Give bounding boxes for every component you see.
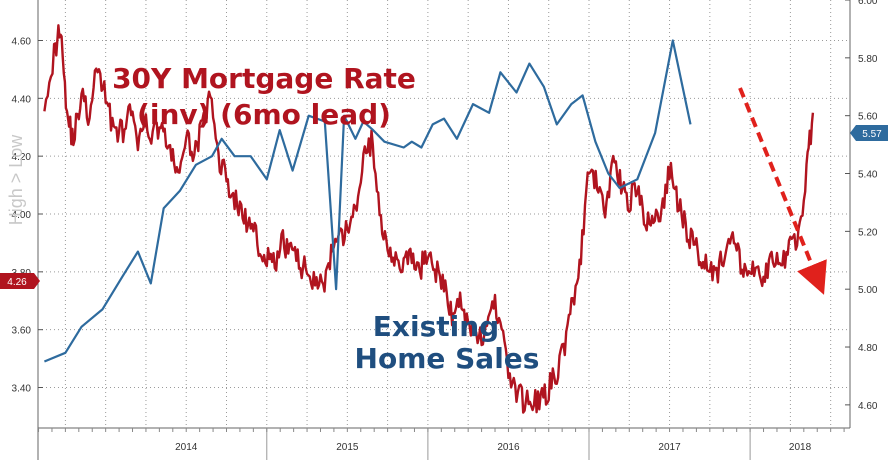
svg-text:5.57: 5.57 <box>862 129 882 140</box>
right-tick-label: 6.00 <box>858 0 878 7</box>
left-tick-label: 4.20 <box>12 152 32 163</box>
x-tick-label-2015: 2015 <box>336 442 359 453</box>
rate-annotation-line2: (inv) (6mo lead) <box>137 98 391 131</box>
left-current-value-tag: 4.26 <box>0 273 40 289</box>
left-axis-title: High > Low <box>6 134 26 226</box>
x-tick-label-2016: 2016 <box>497 442 520 453</box>
x-tick-label-2014: 2014 <box>175 442 198 453</box>
x-tick-label-2017: 2017 <box>658 442 681 453</box>
left-tick-label: 3.60 <box>12 326 32 337</box>
series-layer <box>43 24 815 414</box>
series-line-existing-home-sales <box>43 39 692 363</box>
sales-annotation-line1: Existing <box>373 310 499 343</box>
right-tick-label: 5.40 <box>858 170 878 181</box>
right-tick-label: 5.80 <box>858 54 878 65</box>
series-line-mortgage-rate <box>43 24 815 414</box>
right-current-value-tag: 5.57 <box>850 125 888 141</box>
right-tick-label: 5.20 <box>858 227 878 238</box>
right-axis-ticks: 4.60 4.80 5.00 5.20 5.40 5.60 5.80 6.00 <box>845 0 878 412</box>
gridlines <box>38 0 850 428</box>
left-tick-label: 4.40 <box>12 94 32 105</box>
right-tick-label: 5.00 <box>858 285 878 296</box>
right-tick-label: 4.60 <box>858 401 878 412</box>
sales-annotation-line2: Home Sales <box>355 342 540 375</box>
right-tick-label: 5.60 <box>858 112 878 123</box>
left-tick-label: 3.40 <box>12 384 32 395</box>
rate-annotation-line1: 30Y Mortgage Rate <box>112 62 416 95</box>
left-tick-label: 4.00 <box>12 210 32 221</box>
plot-frame <box>37 0 851 460</box>
svg-text:4.26: 4.26 <box>7 277 27 288</box>
right-tick-label: 4.80 <box>858 343 878 354</box>
x-axis-year-labels: 2014 2015 2016 2017 2018 <box>38 428 845 460</box>
left-tick-label: 4.60 <box>12 36 32 47</box>
x-tick-label-2018: 2018 <box>789 442 812 453</box>
downtrend-arrow <box>738 87 827 295</box>
